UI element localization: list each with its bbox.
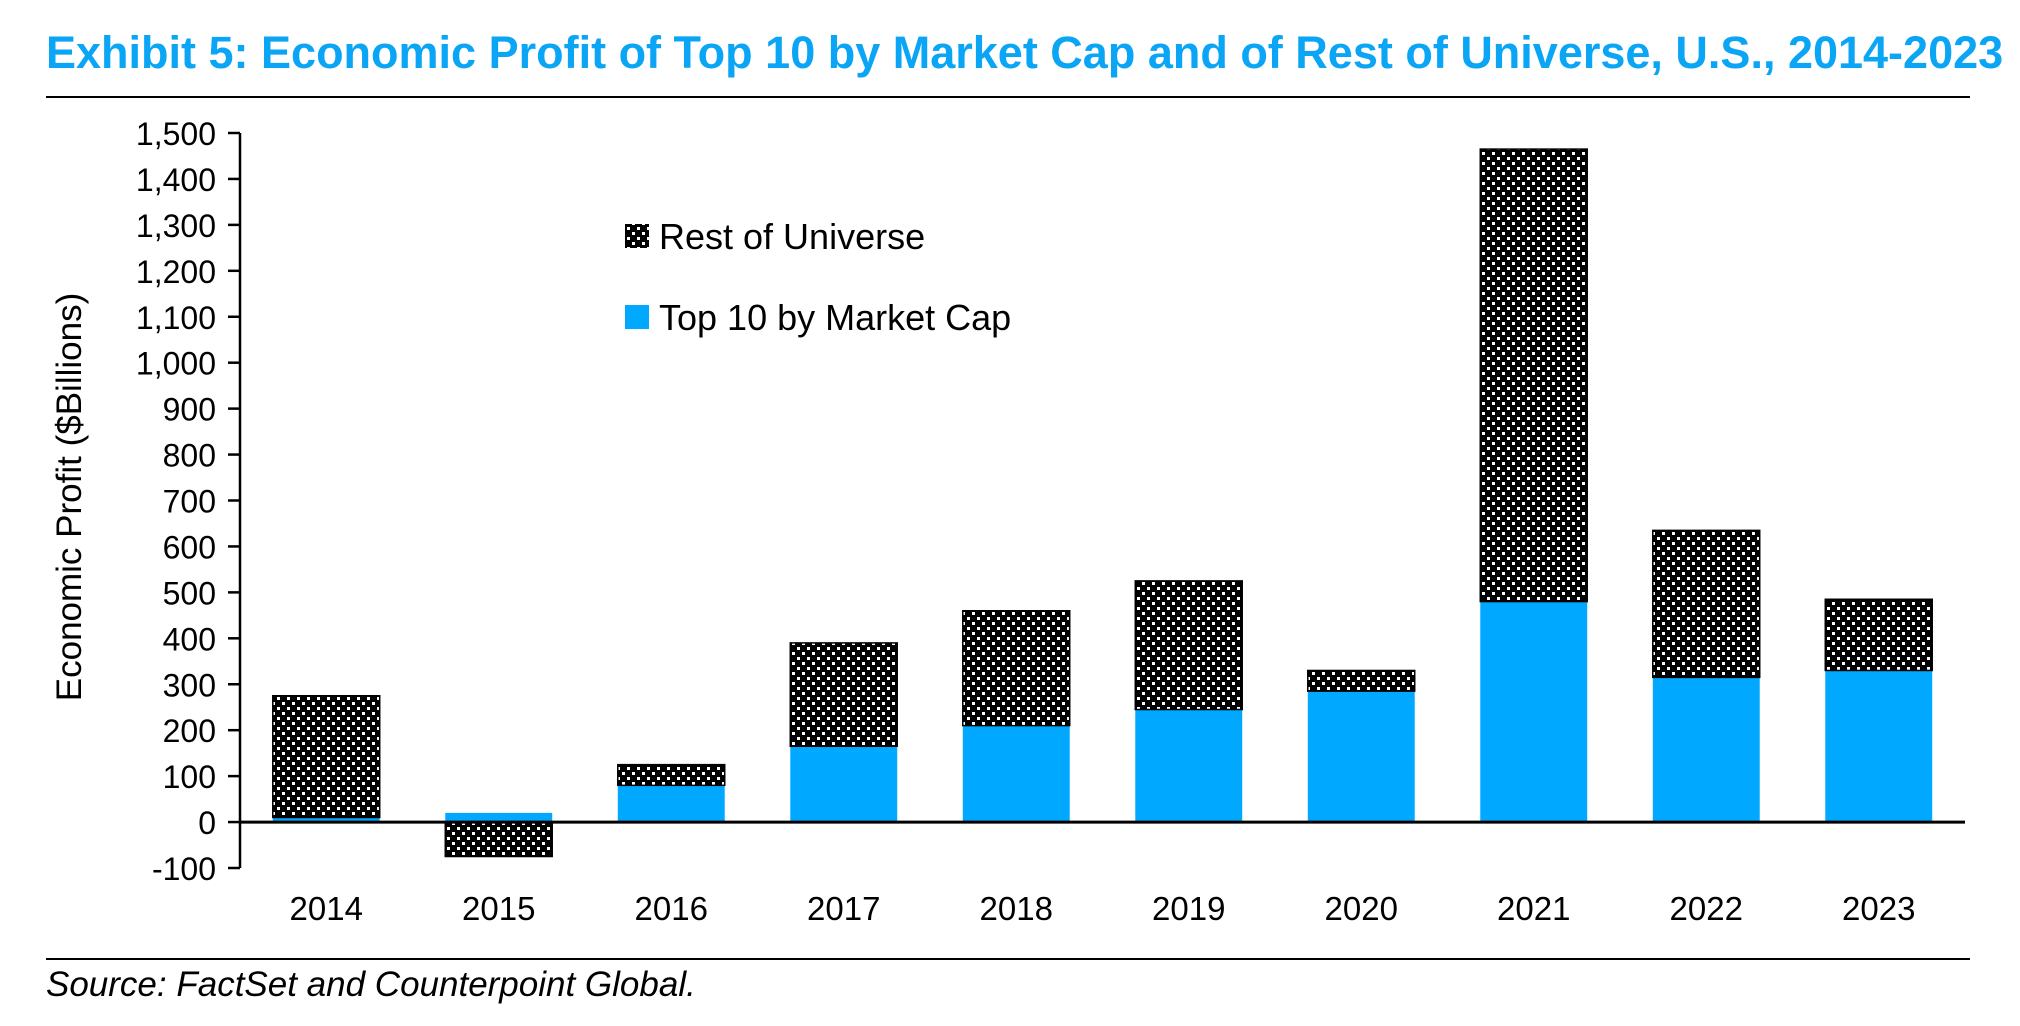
y-tick-label: -100 <box>152 851 216 887</box>
y-tick-label: 1,000 <box>136 346 216 382</box>
y-tick-label: 400 <box>163 621 216 657</box>
y-tick-label: 0 <box>198 805 216 841</box>
bar-top10-2022 <box>1652 677 1760 823</box>
bar-top10-2015 <box>445 812 553 823</box>
y-tick-label: 600 <box>163 529 216 565</box>
bar-top10-2019 <box>1135 709 1243 823</box>
bar-rest-2014 <box>272 694 381 819</box>
source-note: Source: FactSet and Counterpoint Global. <box>46 965 696 1004</box>
legend: Rest of Universe Top 10 by Market Cap <box>625 216 1011 338</box>
y-axis: -100 0 100 200 300 400 500 600 700 800 900 1,000 1,1… <box>136 116 242 887</box>
y-tick-label: 300 <box>163 667 216 703</box>
x-tick-label: 2021 <box>1497 890 1570 927</box>
bar-rest-2022 <box>1652 529 1761 679</box>
bar-rest-2017 <box>789 642 898 748</box>
bar-top10-2021 <box>1480 601 1588 823</box>
legend-label: Rest of Universe <box>659 216 925 257</box>
bar-top10-2016 <box>617 785 725 823</box>
x-tick-label: 2017 <box>807 890 880 927</box>
y-tick-label: 900 <box>163 392 216 428</box>
y-tick-label: 1,100 <box>136 300 216 336</box>
y-tick-label: 1,200 <box>136 254 216 290</box>
source-divider <box>46 958 1970 960</box>
bar-top10-2023 <box>1825 670 1933 823</box>
x-tick-label: 2015 <box>462 890 535 927</box>
legend-swatch <box>625 224 649 248</box>
bar-rest-2018 <box>962 610 1071 727</box>
y-tick-label: 1,400 <box>136 162 216 198</box>
bar-top10-2014 <box>272 817 380 823</box>
bar-top10-2017 <box>790 746 898 823</box>
x-tick-label: 2018 <box>980 890 1053 927</box>
y-axis-title: Economic Profit ($Billions) <box>50 293 89 701</box>
y-tick-label: 700 <box>163 484 216 520</box>
y-tick-label: 200 <box>163 713 216 749</box>
x-tick-label: 2014 <box>290 890 363 927</box>
bar-rest-2021 <box>1479 148 1588 603</box>
bar-rest-2019 <box>1134 580 1243 711</box>
y-tick-label: 1,300 <box>136 208 216 244</box>
stacked-bar-chart: -100 0 100 200 300 400 500 600 700 800 900 1,000 1,1… <box>50 116 1965 927</box>
bar-rest-2015 <box>444 821 553 858</box>
x-tick-label: 2019 <box>1152 890 1225 927</box>
x-tick-label: 2022 <box>1670 890 1743 927</box>
bar-rest-2023 <box>1824 598 1933 672</box>
y-tick-label: 800 <box>163 438 216 474</box>
legend-label: Top 10 by Market Cap <box>659 297 1011 338</box>
y-tick-label: 500 <box>163 575 216 611</box>
x-tick-label: 2020 <box>1325 890 1398 927</box>
x-tick-label: 2023 <box>1842 890 1915 927</box>
bar-rest-2016 <box>617 763 726 787</box>
y-tick-label: 100 <box>163 759 216 795</box>
bars <box>272 148 1933 858</box>
bar-top10-2018 <box>962 725 1070 823</box>
legend-swatch <box>625 305 649 329</box>
exhibit-title: Exhibit 5: Economic Profit of Top 10 by … <box>46 27 2004 78</box>
bar-rest-2020 <box>1307 669 1416 692</box>
bar-top10-2020 <box>1307 691 1415 823</box>
y-tick-label: 1,500 <box>136 116 216 152</box>
x-tick-label: 2016 <box>635 890 708 927</box>
title-divider <box>46 96 1970 98</box>
x-axis: 2014 2015 2016 2017 2018 2019 2020 2021 2022 2023 <box>240 820 1965 927</box>
